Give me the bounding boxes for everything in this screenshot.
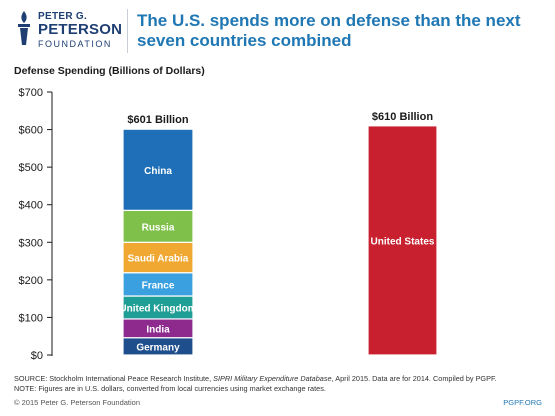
logo-text-line1: PETER G. xyxy=(38,11,88,22)
bar-total-label: $601 Billion xyxy=(127,114,188,126)
pgpf-logo: PETER G. PETERSON FOUNDATION xyxy=(14,9,126,53)
bar-segment-saudi-arabia xyxy=(122,241,194,274)
source-prefix: SOURCE: Stockholm International Peace Re… xyxy=(14,374,214,383)
note-text: NOTE: Figures are in U.S. dollars, conve… xyxy=(14,384,326,393)
bar-total-label: $610 Billion xyxy=(372,111,433,123)
y-tick-label: $0 xyxy=(31,350,43,362)
bar-segment-russia xyxy=(122,209,194,243)
logo-text-line3: FOUNDATION xyxy=(38,39,112,49)
segment-label: United Kingdom xyxy=(119,303,196,314)
segment-label: India xyxy=(146,324,170,335)
segment-label: United States xyxy=(371,236,435,247)
website-link[interactable]: PGPF.ORG xyxy=(503,398,542,407)
source-database: SIPRI Military Expenditure Database xyxy=(213,374,332,383)
y-tick-label: $600 xyxy=(19,125,43,137)
segment-label: Saudi Arabia xyxy=(128,254,189,265)
header-divider xyxy=(127,9,128,53)
copyright-text: © 2015 Peter G. Peterson Foundation xyxy=(14,398,141,407)
segment-label: Germany xyxy=(136,342,180,353)
y-tick-label: $700 xyxy=(19,87,43,99)
y-tick-label: $500 xyxy=(19,162,43,174)
y-tick-label: $400 xyxy=(19,200,43,212)
y-tick-label: $200 xyxy=(19,275,43,287)
segment-label: France xyxy=(142,280,175,291)
segment-label: China xyxy=(144,166,172,177)
bar-segment-china xyxy=(122,128,194,211)
torch-logo-icon xyxy=(18,11,30,45)
logo-text-line2: PETERSON xyxy=(38,21,123,38)
segment-label: Russia xyxy=(142,222,175,233)
bar-segment-united-states xyxy=(367,125,438,356)
y-tick-label: $100 xyxy=(19,312,43,324)
y-axis-label: Defense Spending (Billions of Dollars) xyxy=(14,65,205,77)
chart-title: The U.S. spends more on defense than the… xyxy=(137,11,521,50)
source-note: SOURCE: Stockholm International Peace Re… xyxy=(14,374,544,394)
y-tick-label: $300 xyxy=(19,237,43,249)
source-suffix: , April 2015. Data are for 2014. Compile… xyxy=(331,374,497,383)
